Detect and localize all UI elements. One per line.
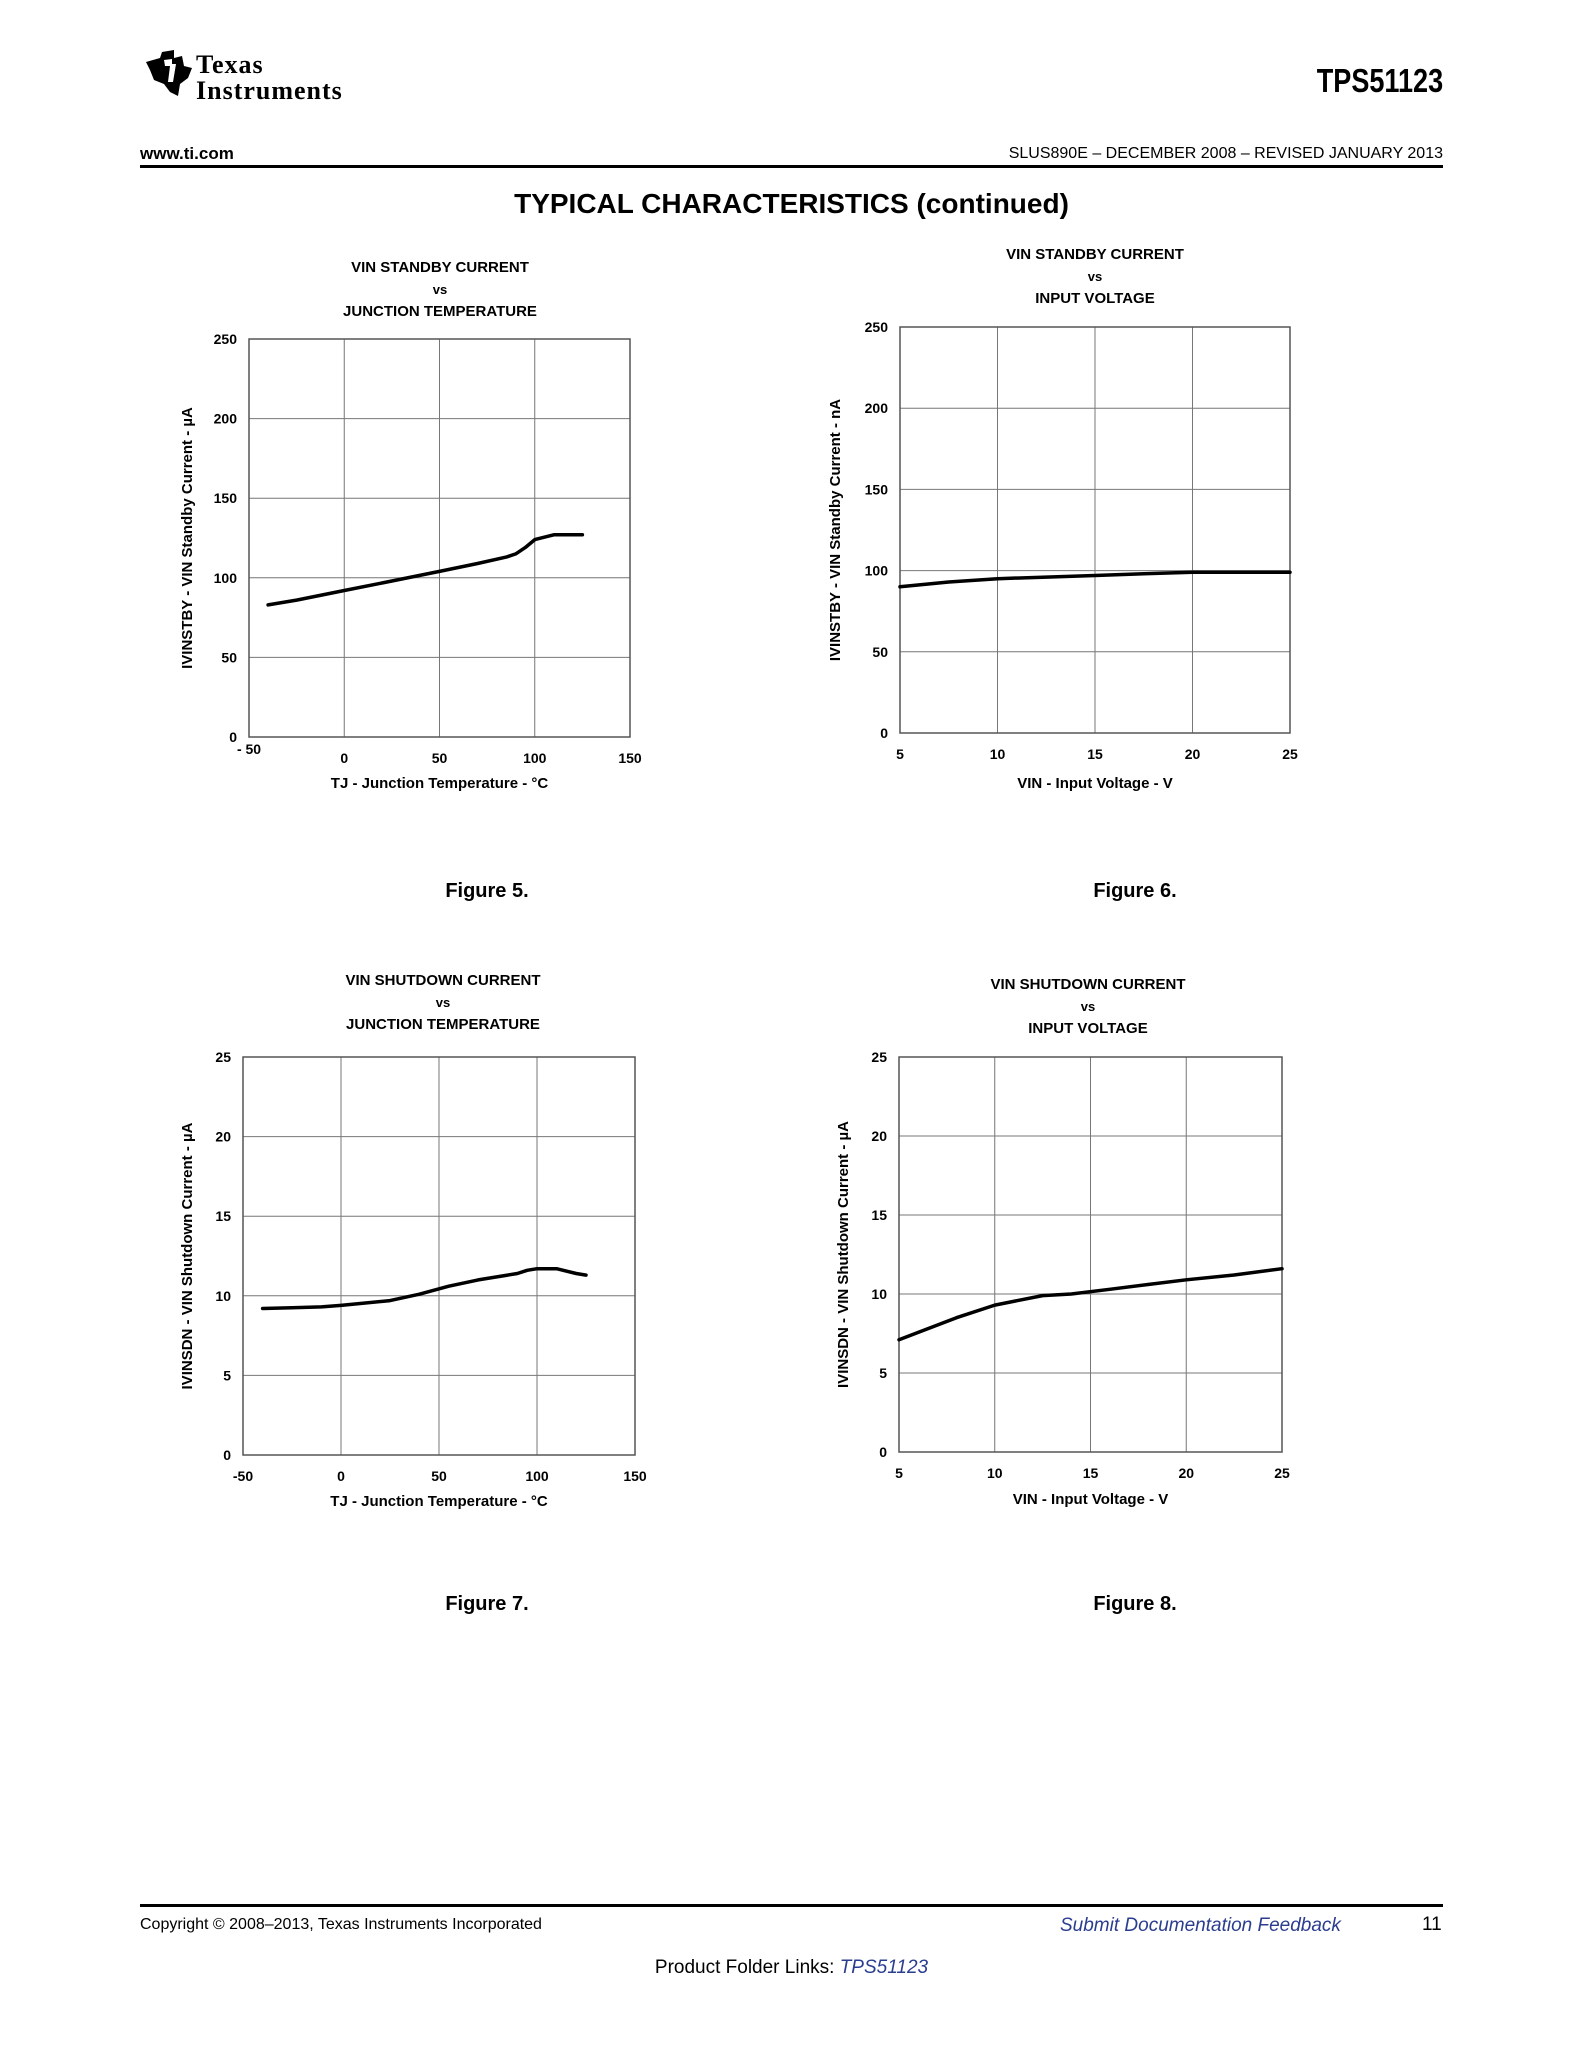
y-tick-label: 20: [871, 1128, 887, 1144]
x-tick-label: 25: [1282, 746, 1298, 762]
plot-frame: [242, 1056, 636, 1456]
chart-title-line: VIN STANDBY CURRENT: [351, 259, 529, 276]
y-tick-label: 150: [214, 490, 238, 506]
y-tick-label: 5: [879, 1365, 887, 1381]
x-tick-label: 150: [623, 1468, 647, 1484]
y-tick-label: 0: [223, 1447, 231, 1463]
y-tick-label: 150: [865, 481, 889, 497]
y-tick-label: 25: [871, 1049, 887, 1065]
header-rule: [140, 165, 1443, 168]
x-tick-label: 150: [618, 750, 642, 766]
chart-6: VIN STANDBY CURRENT vs INPUT VOLTAGE 0 50 100…: [827, 246, 1298, 792]
ti-logo-icon: [146, 50, 192, 96]
x-tick-label: -50: [233, 1468, 253, 1484]
part-number: TPS51123: [1316, 62, 1443, 99]
series-line: [266, 533, 585, 607]
y-axis-label: IVINSTBY - VIN Standby Current - µA: [179, 407, 196, 669]
folder-label: Product Folder Links:: [654, 1957, 840, 1978]
y-tick-label: 250: [865, 319, 889, 335]
chart-title-line: INPUT VOLTAGE: [1035, 290, 1154, 307]
x-tick-label: - 50: [237, 741, 261, 757]
x-tick-label: 10: [990, 746, 1006, 762]
y-tick-label: 50: [221, 649, 237, 665]
chart-title-line: VIN SHUTDOWN CURRENT: [991, 976, 1186, 993]
y-tick-label: 200: [865, 400, 889, 416]
folder-link[interactable]: TPS51123: [839, 1957, 929, 1978]
x-axis-label: TJ - Junction Temperature - °C: [330, 1493, 548, 1510]
x-tick-label: 0: [337, 1468, 345, 1484]
x-tick-label: 20: [1185, 746, 1201, 762]
y-tick-label: 20: [215, 1129, 231, 1145]
chart-title-line: vs: [436, 995, 450, 1010]
figure-5-caption: Figure 5.: [445, 880, 529, 902]
x-tick-label: 5: [896, 746, 904, 762]
y-axis-label: IVINSDN - VIN Shutdown Current - µA: [835, 1121, 852, 1388]
feedback-link[interactable]: Submit Documentation Feedback: [1060, 1915, 1341, 1936]
figure-6-caption: Figure 6.: [1093, 880, 1177, 902]
x-tick-label: 0: [340, 750, 348, 766]
x-axis-label: TJ - Junction Temperature - °C: [331, 775, 549, 792]
y-tick-label: 10: [871, 1286, 887, 1302]
x-tick-label: 10: [987, 1465, 1003, 1481]
y-tick-label: 15: [871, 1207, 887, 1223]
x-tick-label: 100: [523, 750, 547, 766]
y-tick-label: 0: [879, 1444, 887, 1460]
y-tick-label: 0: [229, 729, 237, 745]
chart-title-line: JUNCTION TEMPERATURE: [346, 1016, 540, 1033]
x-tick-label: 100: [525, 1468, 549, 1484]
logo-text-line1: Texas: [196, 50, 264, 79]
product-folder-links: Product Folder Links: TPS51123: [0, 1957, 1583, 1979]
chart-5: VIN STANDBY CURRENT vs JUNCTION TEMPERATUR…: [179, 259, 642, 792]
chart-title-line: vs: [1088, 269, 1102, 284]
logo-text-line2: Instruments: [196, 76, 343, 105]
y-tick-label: 5: [223, 1367, 231, 1383]
plot-frame: [248, 338, 631, 738]
figure-8-caption: Figure 8.: [1093, 1593, 1177, 1615]
x-axis-label: VIN - Input Voltage - V: [1017, 775, 1173, 792]
chart-title-line: INPUT VOLTAGE: [1028, 1020, 1147, 1037]
series-line: [897, 1266, 1284, 1342]
y-tick-label: 0: [880, 725, 888, 741]
chart-7: VIN SHUTDOWN CURRENT vs JUNCTION TEMPERATU…: [179, 972, 647, 1510]
chart-title-line: VIN STANDBY CURRENT: [1006, 246, 1184, 263]
series-line: [260, 1266, 588, 1311]
document-id: SLUS890E – DECEMBER 2008 – REVISED JANUA…: [1008, 145, 1443, 162]
y-tick-label: 10: [215, 1288, 231, 1304]
x-tick-label: 50: [431, 1468, 447, 1484]
plot-frame: [899, 326, 1291, 734]
copyright-text: Copyright © 2008–2013, Texas Instruments…: [140, 1916, 542, 1933]
y-tick-label: 15: [215, 1208, 231, 1224]
chart-title-line: VIN SHUTDOWN CURRENT: [346, 972, 541, 989]
chart-title-line: vs: [1081, 999, 1095, 1014]
y-tick-label: 200: [214, 411, 238, 427]
ti-logo: [140, 44, 400, 104]
page-number: 11: [1422, 1914, 1442, 1935]
y-tick-label: 100: [865, 563, 889, 579]
x-tick-label: 50: [432, 750, 448, 766]
x-tick-label: 25: [1274, 1465, 1290, 1481]
y-axis-label: IVINSDN - VIN Shutdown Current - µA: [179, 1122, 196, 1389]
site-url[interactable]: www.ti.com: [140, 144, 234, 163]
x-axis-label: VIN - Input Voltage - V: [1013, 1491, 1169, 1508]
section-title: TYPICAL CHARACTERISTICS (continued): [514, 188, 1069, 219]
chart-title-line: vs: [433, 282, 447, 297]
y-tick-label: 250: [214, 331, 238, 347]
x-tick-label: 20: [1178, 1465, 1194, 1481]
chart-title-line: JUNCTION TEMPERATURE: [343, 303, 537, 320]
x-tick-label: 15: [1083, 1465, 1099, 1481]
y-tick-label: 100: [214, 570, 238, 586]
y-tick-label: 50: [872, 644, 888, 660]
footer-rule: [140, 1904, 1443, 1907]
plot-frame: [898, 1056, 1283, 1453]
x-tick-label: 5: [895, 1465, 903, 1481]
y-axis-label: IVINSTBY - VIN Standby Current - nA: [827, 399, 844, 661]
series-line: [898, 570, 1292, 589]
x-tick-label: 15: [1087, 746, 1103, 762]
figure-7-caption: Figure 7.: [445, 1593, 529, 1615]
y-tick-label: 25: [215, 1049, 231, 1065]
